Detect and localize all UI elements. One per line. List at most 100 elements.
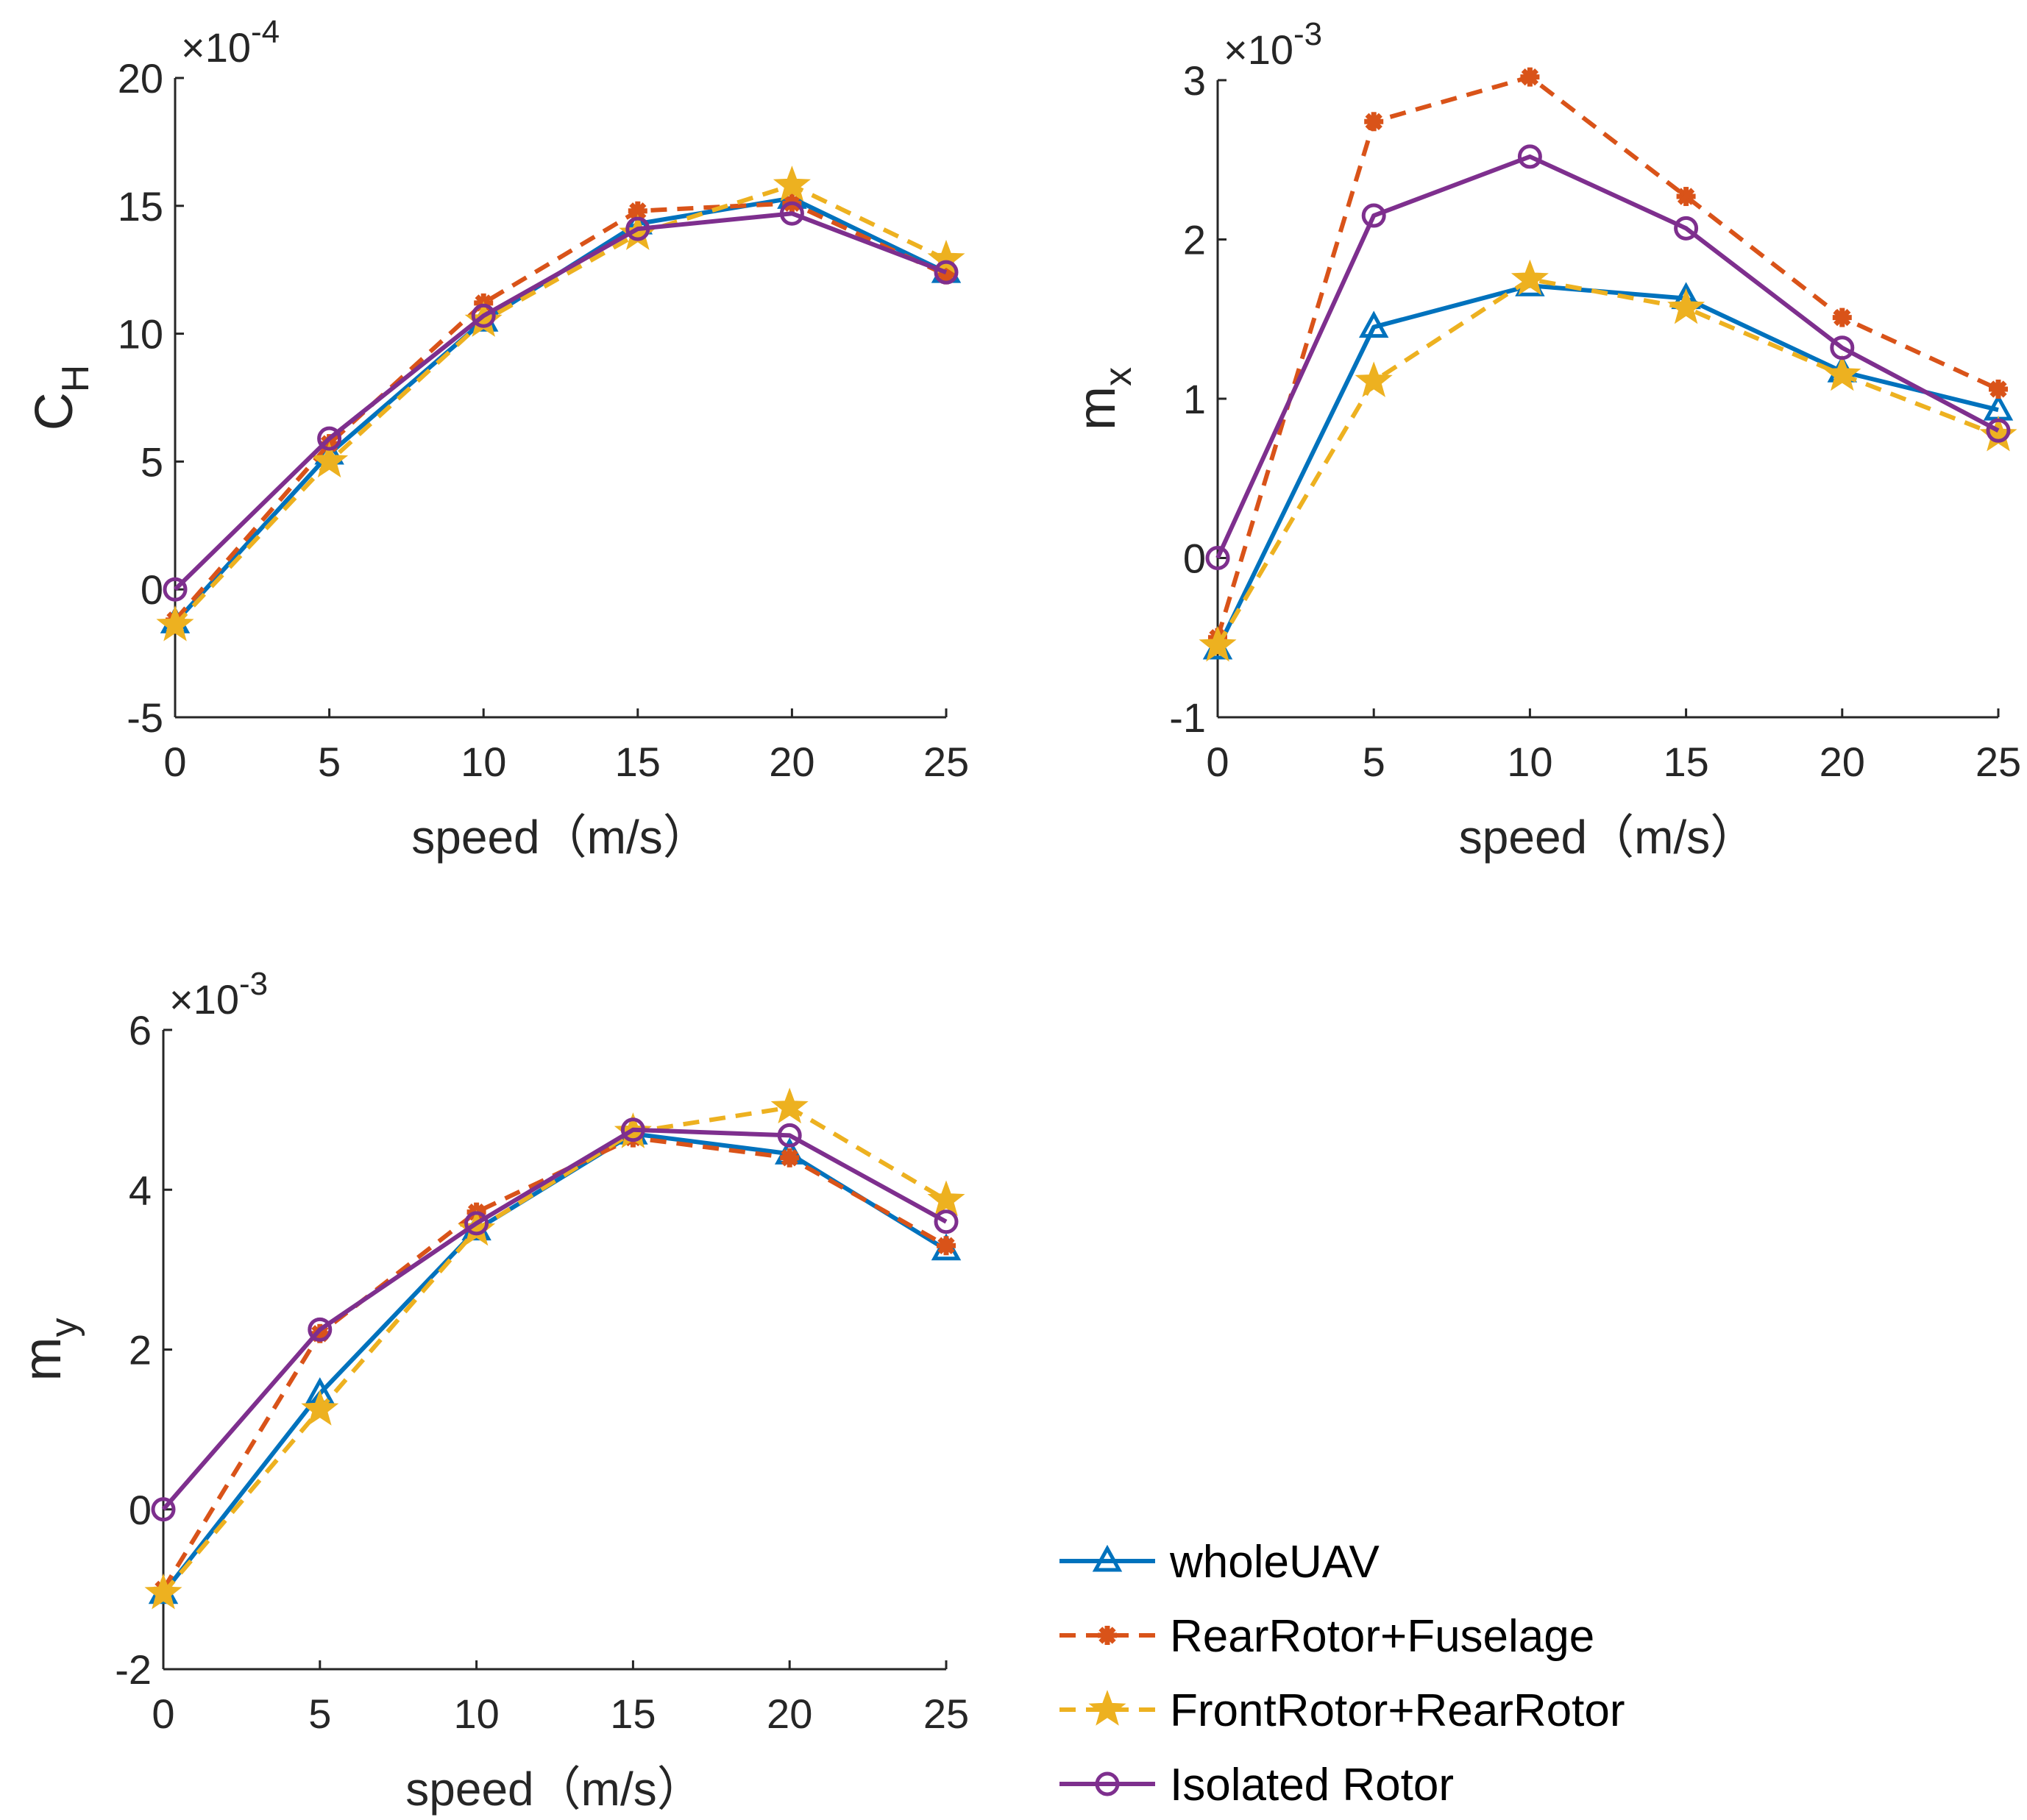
y-axis-label: my [13,1318,85,1382]
data-point-star [1823,355,1861,391]
data-point-circle [151,1497,176,1522]
series-line [161,1127,948,1511]
data-point-star [156,605,194,641]
y-axis-label: CH [25,365,97,431]
y-tick-label: 1 [1183,376,1206,422]
series-line [173,196,948,625]
data-point-star [1667,288,1705,324]
x-tick-label: 15 [615,739,661,785]
y-axis-label-main: C [25,392,84,430]
x-tick-label: 25 [923,739,969,785]
x-axis-label: speed（m/s） [1459,811,1757,864]
y-axis-label-subscript: y [43,1318,85,1337]
y-tick-label: 15 [118,183,163,230]
series-frontrotor-rearrotor [156,166,965,641]
series-wholeuav [148,1117,962,1604]
marker-stroke [937,1237,955,1254]
data-point-circle [1517,144,1542,169]
y-tick-label: 0 [1183,536,1206,582]
series-line [173,201,948,622]
x-tick-label: 25 [1975,739,2021,785]
exponent-label: ×10-3 [169,966,268,1023]
x-tick-label: 10 [1507,739,1552,785]
marker-stroke [1989,380,2007,398]
x-tick-label: 10 [461,739,506,785]
x-tick-label: 0 [1206,739,1229,785]
x-tick-label: 0 [152,1691,174,1737]
x-tick-label: 0 [163,739,186,785]
series-wholeuav [160,182,962,633]
data-point-circle [1361,203,1386,228]
series-rearrotor-fuselage [1208,67,2008,647]
data-point-triangle [1358,310,1389,338]
x-tick-label: 5 [1363,739,1385,785]
series-line [1215,74,2000,639]
x-tick-label: 20 [769,739,814,785]
legend-entry: wholeUAV [1059,1537,1380,1588]
y-axis-label-main: m [1068,386,1126,430]
data-point-star [927,239,965,276]
data-point-star [144,1573,182,1610]
series-line [1215,283,1999,650]
legend-marker-triangle [1092,1544,1123,1572]
legend-entry: FrontRotor+RearRotor [1059,1685,1625,1736]
legend-entry: RearRotor+Fuselage [1059,1611,1594,1662]
exponent-base: ×10 [169,976,239,1023]
legend-marker-asterisk [1098,1626,1117,1645]
data-point-circle [777,1123,802,1148]
x-tick-label: 5 [318,739,341,785]
x-tick-label: 20 [1820,739,1865,785]
exponent-power: -4 [251,14,280,50]
series-wholeuav [1202,269,2014,660]
data-point-star [464,301,503,337]
data-point-star [773,166,811,202]
data-point-circle [620,1117,645,1142]
y-tick-label: -2 [115,1646,152,1693]
data-point-circle [625,216,650,241]
exponent-label: ×10-4 [181,14,280,71]
y-tick-label: 2 [1183,217,1206,263]
legend-label: wholeUAV [1169,1537,1380,1588]
data-point-circle [779,201,804,226]
data-point-asterisk [1364,112,1384,132]
data-point-star [927,1180,965,1217]
x-tick-label: 20 [767,1691,812,1737]
data-point-asterisk [780,1148,800,1167]
x-tick-label: 15 [610,1691,656,1737]
series-isolated-rotor [163,201,959,602]
legend-marker-star [1088,1690,1126,1726]
y-tick-label: 10 [118,311,163,358]
series-line [173,211,948,591]
y-tick-label: 20 [118,55,163,102]
series-line [161,1131,948,1595]
y-axis-label: mx [1068,367,1140,430]
y-tick-label: 2 [129,1327,152,1373]
series-line [1215,154,2000,559]
legend: wholeUAV RearRotor+Fuselage FrontRotor+Rea… [1059,1537,1625,1810]
y-tick-label: -5 [127,694,163,741]
series-rearrotor-fuselage [154,1128,956,1599]
data-point-circle [308,1317,333,1342]
exponent-power: -3 [1293,16,1322,52]
x-axis-label: speed（m/s） [405,1763,703,1816]
data-point-star [1511,259,1549,296]
series-isolated-rotor [1205,144,2011,570]
data-point-asterisk [1832,308,1852,327]
data-point-asterisk [1520,67,1540,87]
marker-stroke [1521,68,1539,86]
marker-stroke [1365,113,1382,130]
exponent-base: ×10 [1224,26,1293,73]
y-axis-label-subscript: x [1097,367,1140,386]
legend-label: Isolated Rotor [1170,1760,1454,1810]
data-point-asterisk [1989,380,2008,399]
marker-stroke [781,1149,798,1167]
x-tick-label: 25 [923,1691,969,1737]
data-point-circle [464,1211,489,1236]
data-point-circle [1830,335,1855,360]
data-point-circle [1205,546,1230,570]
exponent-label: ×10-3 [1224,16,1322,73]
y-axis-label-main: m [13,1337,72,1382]
y-tick-label: 4 [129,1167,152,1213]
